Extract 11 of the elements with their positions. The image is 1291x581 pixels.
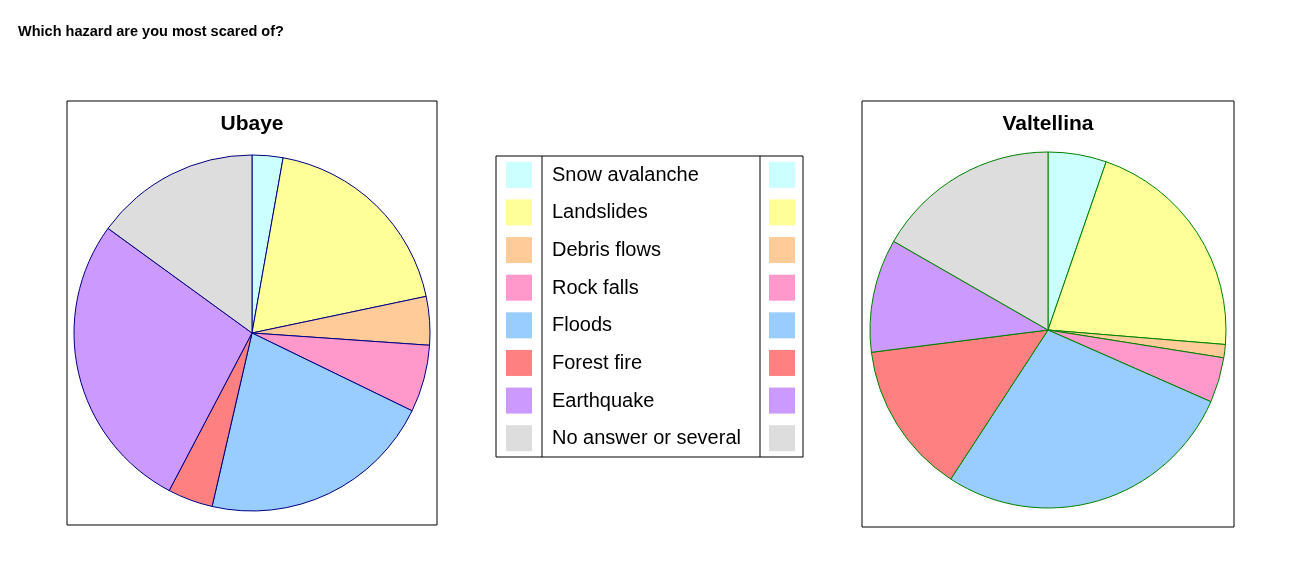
legend-label: No answer or several [552, 426, 741, 449]
legend-label: Snow avalanche [552, 162, 699, 185]
legend-label: Earthquake [552, 388, 655, 411]
legend-label: Forest fire [552, 350, 643, 373]
legend-label: Rock falls [552, 275, 639, 298]
legend-label: Debris flows [552, 238, 661, 261]
chart-title: Which hazard are you most scared of? [18, 23, 285, 39]
legend-label: Floods [552, 313, 613, 336]
slice-label: Valtellina [1002, 111, 1094, 134]
legend-label: Landslides [552, 200, 648, 223]
slice-label: Ubaye [220, 111, 284, 134]
